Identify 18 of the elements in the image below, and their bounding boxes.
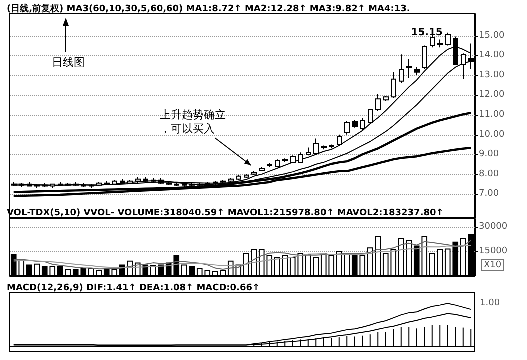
y-tick-label: 13.00 — [479, 70, 506, 80]
y-tick-label: 10.00 — [479, 130, 506, 140]
y-tick-label: 15000 — [479, 246, 508, 256]
chart-title: (日线,前复权) MA3(60,10,30,5,60,60) MA1:8.72↑ MA2:12.28↑ MA3:9.82↑ MA4:13. — [7, 4, 410, 14]
y-tick-label: 8.00 — [479, 169, 500, 180]
text: 1.00 — [480, 298, 500, 309]
y-tick-label: 30000 — [479, 222, 508, 232]
y-tick-label: 12.00 — [479, 90, 506, 100]
y-tick-label: 9.00 — [479, 150, 500, 160]
chart-title: MACD(12,26,9) DIF:1.41↑ DEA:1.08↑ MACD:0.66↑ — [7, 284, 260, 294]
y-tick-label: 15.00 — [479, 30, 506, 41]
annotation: 上升趋势确立，可以买入 — [160, 108, 226, 136]
y-tick-label: 14.00 — [479, 50, 506, 61]
y-tick-label: 7.00 — [479, 189, 500, 200]
annotation: 15.15 — [411, 27, 443, 38]
text: X10 — [484, 260, 502, 270]
annotation: 日线图 — [52, 56, 85, 69]
y-tick-label: 11.00 — [479, 110, 506, 120]
